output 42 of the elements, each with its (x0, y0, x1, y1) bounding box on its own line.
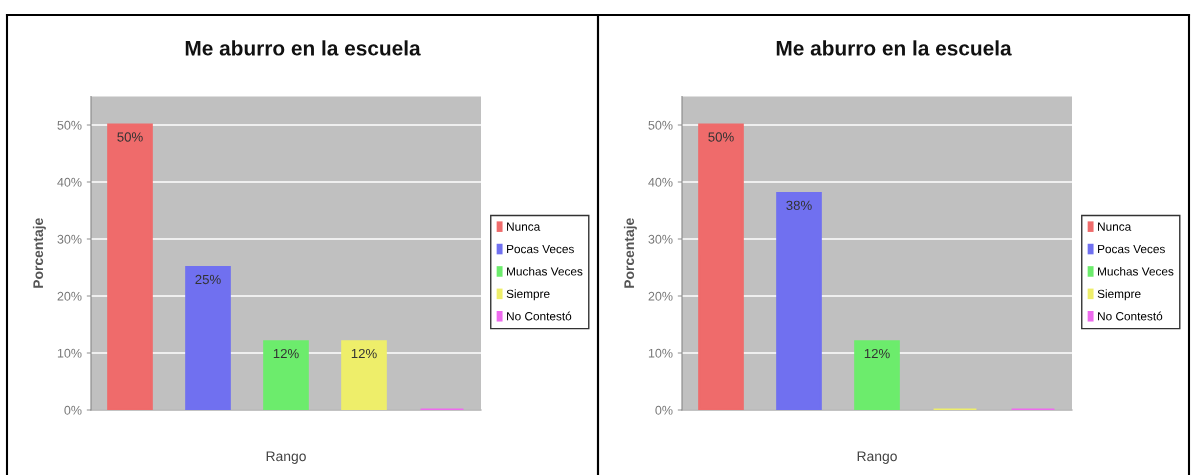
data-label: 50% (117, 132, 143, 142)
legend-label: Pocas Veces (1098, 244, 1165, 254)
bar (854, 340, 900, 410)
y-tick-label: 0% (655, 405, 673, 415)
bar (776, 192, 822, 410)
bar (698, 123, 744, 410)
bar (341, 340, 387, 410)
data-label: 12% (273, 348, 299, 359)
y-tick-label: 40% (57, 177, 82, 187)
y-axis-title: Porcentaje (32, 218, 46, 288)
data-label: 50% (708, 132, 734, 142)
legend-label: No Contestó (1098, 311, 1163, 321)
data-label: 25% (195, 274, 221, 285)
chart-title: Me aburro en la escuela (185, 40, 421, 56)
legend-label: Muchas Veces (1098, 266, 1174, 276)
y-tick-label: 10% (57, 348, 82, 358)
bar (107, 123, 153, 410)
bar (185, 266, 231, 410)
x-axis-title: Rango (857, 451, 897, 464)
legend-label: Nunca (507, 222, 541, 231)
legend-label: Siempre (506, 289, 550, 301)
x-axis-title: Rango (266, 451, 306, 464)
legend-label: Pocas Veces (507, 244, 574, 254)
bar (263, 340, 309, 410)
y-tick-label: 0% (64, 405, 82, 415)
y-tick-label: 50% (57, 120, 82, 130)
y-tick-label: 20% (648, 291, 673, 301)
data-label: 38% (786, 200, 812, 211)
data-label: 12% (864, 348, 890, 359)
legend-label: Muchas Veces (507, 266, 583, 276)
y-tick-label: 30% (648, 234, 673, 244)
y-axis-title: Porcentaje (623, 218, 637, 288)
y-tick-label: 10% (648, 348, 673, 358)
legend-label: Siempre (1097, 289, 1141, 301)
data-label: 12% (351, 348, 377, 359)
y-tick-label: 30% (57, 234, 82, 244)
chart-title: Me aburro en la escuela (776, 40, 1012, 56)
y-tick-label: 20% (57, 291, 82, 301)
legend-label: Nunca (1098, 222, 1132, 231)
legend-label: No Contestó (507, 311, 572, 321)
y-tick-label: 50% (648, 120, 673, 130)
y-tick-label: 40% (648, 177, 673, 187)
